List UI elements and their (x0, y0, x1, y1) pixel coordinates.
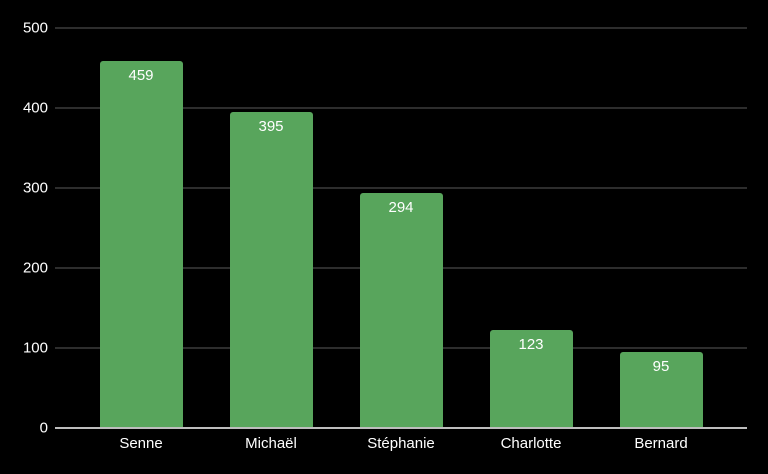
y-tick-label: 0 (39, 419, 48, 437)
bar-value-label: 95 (652, 358, 670, 375)
bar-2[interactable]: 294 (359, 192, 443, 428)
bar-band: 459 (76, 28, 206, 428)
y-tick-label: 100 (22, 339, 48, 357)
bar-value-label: 294 (388, 198, 414, 216)
gridline (55, 187, 747, 189)
x-tick-label: Bernard (634, 435, 688, 452)
y-tick-label: 200 (22, 259, 48, 277)
y-tick-label: 400 (22, 99, 48, 117)
bar-band: 395 (206, 28, 336, 428)
gridline (55, 27, 747, 29)
bar-value-label: 459 (128, 66, 154, 84)
bar-0[interactable]: 459 (99, 60, 183, 428)
x-axis: Senne Michaël Stéphanie Charlotte Bernard (55, 428, 747, 451)
bar-4[interactable]: 95 (619, 352, 703, 428)
bar-band: 123 (466, 28, 596, 428)
bar-3[interactable]: 123 (489, 329, 573, 428)
x-tick-label: Senne (119, 435, 163, 452)
x-tick-label: Michaël (245, 435, 297, 452)
bar-1[interactable]: 395 (229, 112, 313, 428)
plot-area: 459 395 294 123 95 (55, 27, 747, 429)
x-axis-line (55, 427, 747, 429)
y-tick-label: 500 (22, 19, 48, 37)
bar-band: 95 (596, 28, 726, 428)
bar-band: 294 (336, 28, 466, 428)
bar-value-label: 123 (518, 335, 544, 353)
x-tick-label: Stéphanie (367, 435, 435, 452)
y-tick-label: 300 (22, 179, 48, 197)
bar-value-label: 395 (258, 118, 284, 135)
bars-row: 459 395 294 123 95 (55, 28, 747, 428)
gridline (55, 107, 747, 109)
y-axis: 0 100 200 300 400 500 (0, 21, 48, 436)
x-tick-label: Charlotte (500, 435, 562, 452)
